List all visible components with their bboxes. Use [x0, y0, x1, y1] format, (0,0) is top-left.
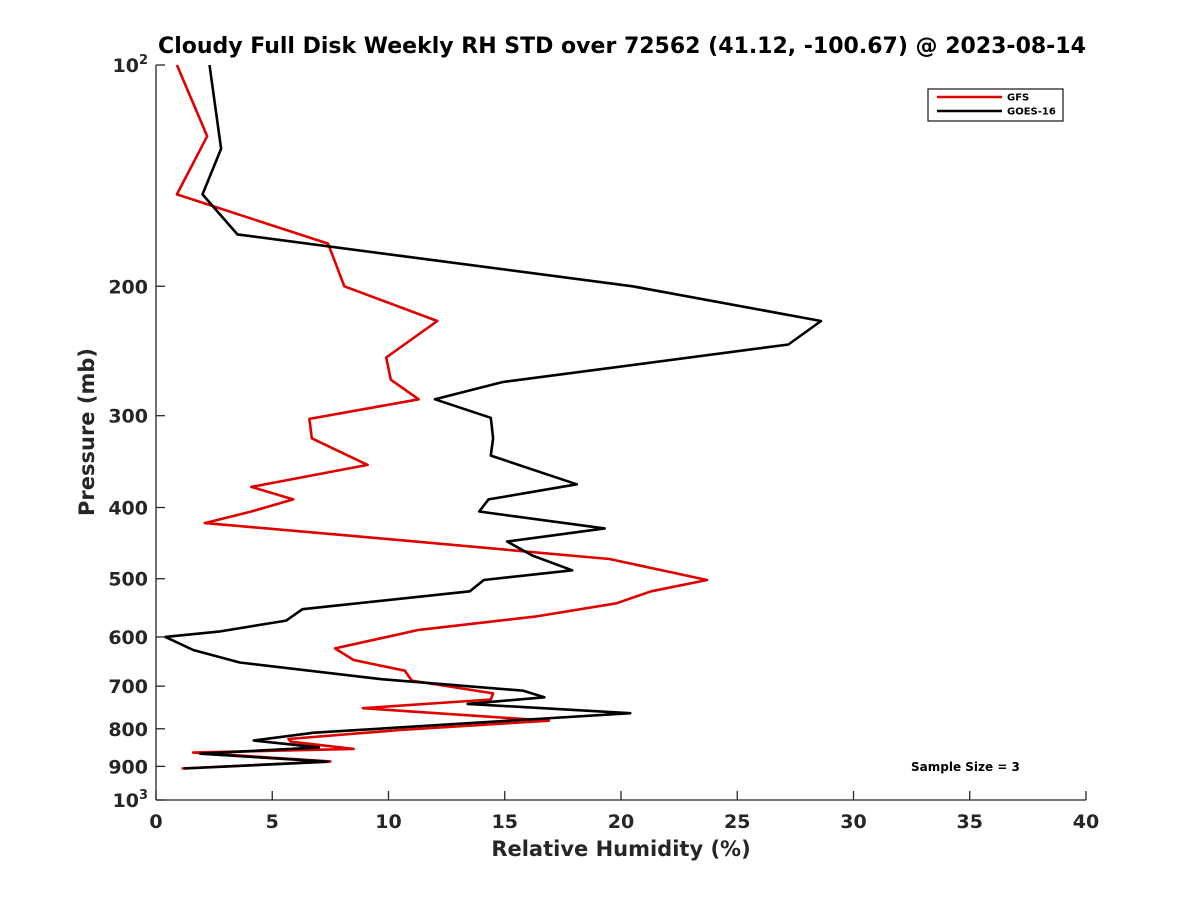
- y-tick-label: 400: [108, 498, 148, 520]
- y-tick-label: 103: [113, 788, 149, 812]
- y-tick-label: 800: [108, 719, 148, 741]
- legend-box: [927, 88, 1064, 122]
- plot-area: 0 5 10 15 20 25 30 35 40 102 200 300 400 500 600 700 80…: [108, 53, 1099, 833]
- x-axis-label: Relative Humidity (%): [491, 837, 750, 861]
- x-tick-label: 35: [957, 811, 983, 833]
- y-tick-label: 200: [108, 276, 148, 298]
- y-tick-label: 700: [108, 676, 148, 698]
- series-layer: [164, 64, 823, 770]
- y-tick-label: 300: [108, 406, 148, 428]
- y-tick-label: 102: [113, 53, 149, 77]
- legend-label-goes16: GOES-16: [1007, 107, 1056, 118]
- x-tick-label: 30: [840, 811, 866, 833]
- x-ticks: 0 5 10 15 20 25 30 35 40: [149, 791, 1099, 833]
- legend: GFS GOES-16: [927, 88, 1064, 122]
- x-tick-label: 10: [375, 811, 401, 833]
- x-tick-label: 15: [492, 811, 518, 833]
- series-line-goes16: [164, 64, 823, 770]
- y-tick-label: 900: [108, 756, 148, 778]
- series-line-gfs: [175, 64, 709, 770]
- x-tick-label: 0: [149, 811, 162, 833]
- x-tick-label: 20: [608, 811, 634, 833]
- y-tick-label: 500: [108, 569, 148, 591]
- chart-title: Cloudy Full Disk Weekly RH STD over 7256…: [158, 34, 1086, 59]
- y-axis-label: Pressure (mb): [75, 348, 99, 516]
- legend-label-gfs: GFS: [1007, 93, 1029, 104]
- x-tick-label: 25: [724, 811, 750, 833]
- y-tick-label: 600: [108, 627, 148, 649]
- x-tick-label: 40: [1073, 811, 1099, 833]
- y-ticks: 102 200 300 400 500 600 700 800 900 103: [108, 53, 165, 812]
- x-tick-label: 5: [266, 811, 279, 833]
- sample-size-annotation: Sample Size = 3: [911, 760, 1020, 774]
